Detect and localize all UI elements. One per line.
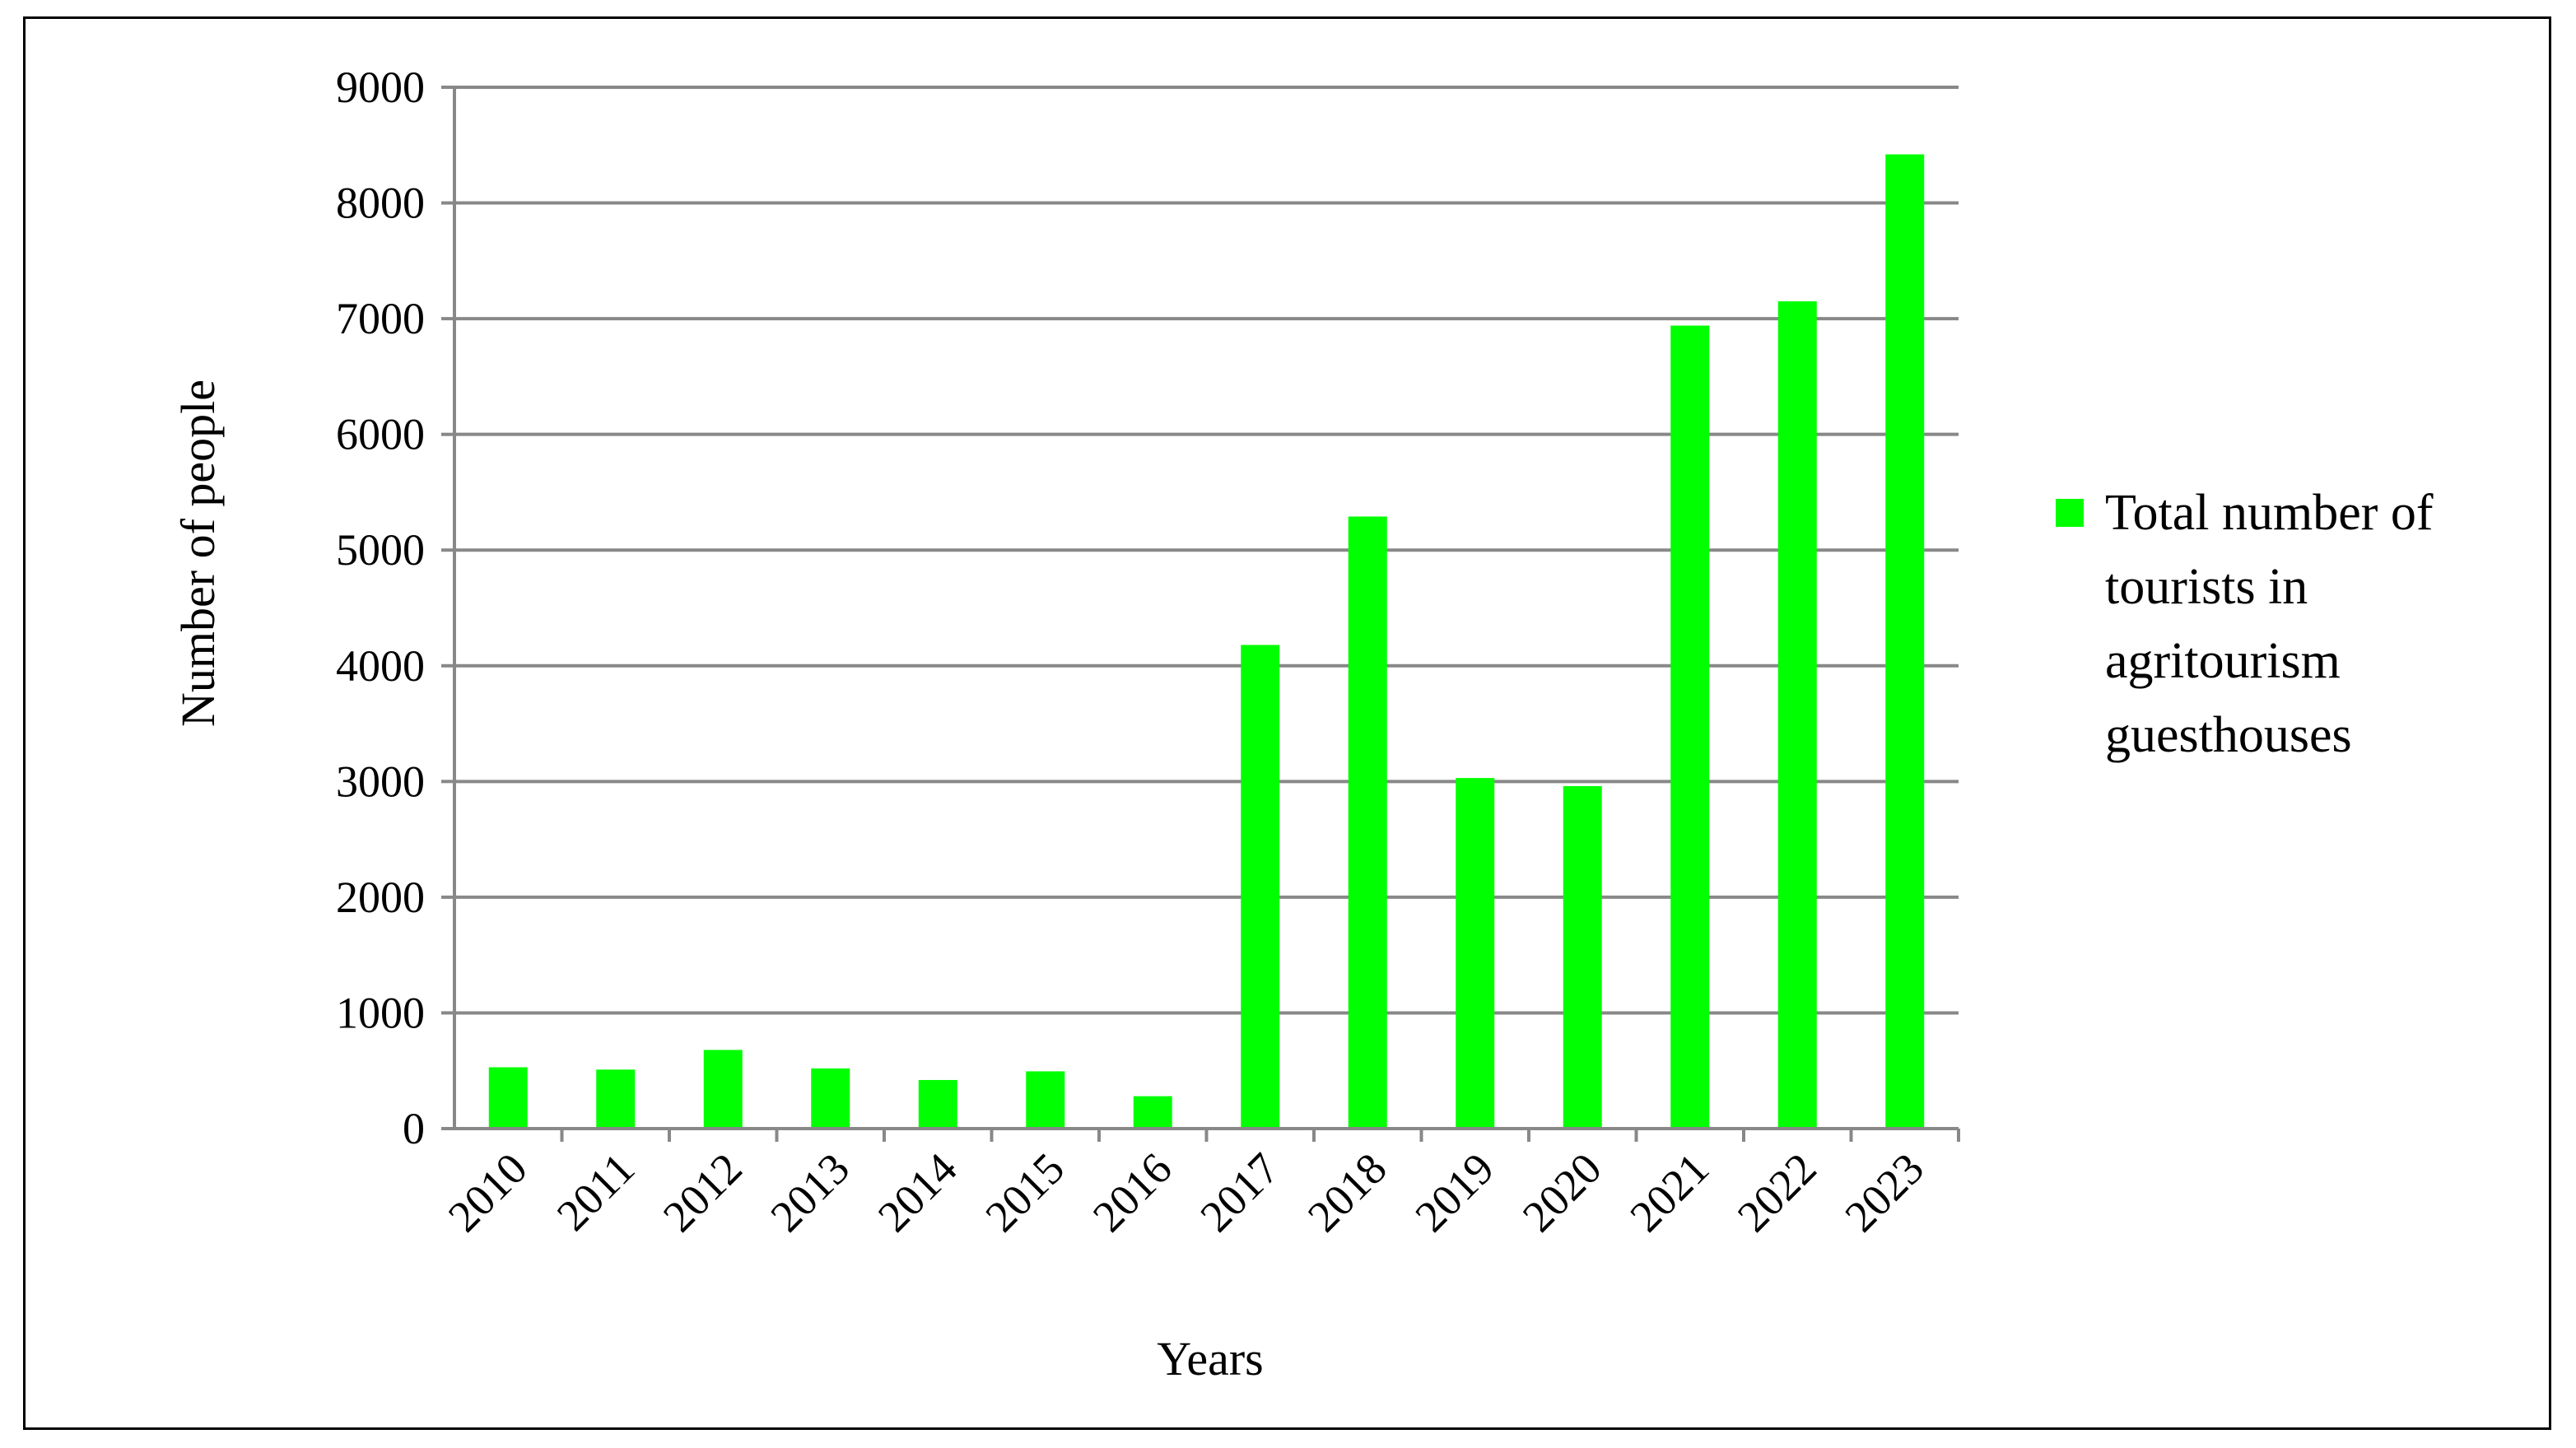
bar-2014 — [918, 1079, 957, 1129]
bar-2013 — [811, 1068, 850, 1129]
x-axis-title: Years — [1157, 1332, 1263, 1385]
y-tick-label: 8000 — [336, 179, 425, 228]
bar-2012 — [703, 1050, 743, 1129]
x-tick-label: 2014 — [869, 1143, 967, 1241]
y-tick-label: 4000 — [336, 641, 425, 691]
bar-2019 — [1456, 778, 1495, 1129]
y-tick-label: 7000 — [336, 294, 425, 343]
y-tick-label: 6000 — [336, 410, 425, 459]
bars — [488, 154, 1925, 1129]
x-tick-label: 2013 — [761, 1143, 859, 1241]
bar-2020 — [1563, 785, 1602, 1129]
x-tick-label: 2018 — [1298, 1143, 1396, 1241]
y-tick-label: 5000 — [336, 525, 425, 575]
x-tick-label: 2021 — [1620, 1143, 1718, 1241]
bar-2023 — [1885, 154, 1925, 1129]
y-tick-label: 9000 — [336, 63, 425, 112]
x-tick-label: 2017 — [1190, 1143, 1288, 1241]
gridlines — [454, 86, 1959, 1015]
x-tick-label: 2015 — [976, 1143, 1074, 1241]
x-tick-label: 2020 — [1513, 1143, 1611, 1241]
bar-2016 — [1133, 1096, 1172, 1129]
x-tick-label: 2016 — [1083, 1143, 1181, 1241]
x-tick-label: 2010 — [439, 1143, 537, 1241]
y-axis-ticks: 0 1000 2000 3000 4000 5000 6000 7000 8000 9000 — [336, 63, 454, 1153]
x-tick-label: 2019 — [1405, 1143, 1503, 1241]
y-tick-label: 2000 — [336, 873, 425, 922]
legend-label-line-1: Total number of — [2105, 485, 2434, 541]
legend-label-line-4: guesthouses — [2105, 707, 2352, 763]
x-axis-ticks: 2010 2011 2012 2013 2014 2015 2016 2017 2018 2019… — [439, 1129, 1960, 1241]
bar-2021 — [1670, 325, 1710, 1129]
bar-2022 — [1777, 301, 1817, 1129]
chart-frame — [23, 16, 2551, 1430]
legend-swatch — [2056, 499, 2084, 527]
y-tick-label: 0 — [403, 1104, 425, 1153]
y-tick-label: 1000 — [336, 988, 425, 1037]
x-tick-label: 2022 — [1728, 1143, 1826, 1241]
y-axis-title: Number of people — [171, 379, 225, 727]
bar-2011 — [596, 1069, 636, 1129]
bar-2017 — [1241, 645, 1280, 1129]
legend-label-line-3: agritourism — [2105, 633, 2341, 689]
x-tick-label: 2023 — [1835, 1143, 1933, 1241]
x-tick-label: 2011 — [547, 1143, 644, 1240]
x-tick-label: 2012 — [654, 1143, 752, 1241]
bar-2015 — [1026, 1071, 1065, 1129]
bar-2018 — [1348, 516, 1387, 1129]
legend-label-line-2: tourists in — [2105, 559, 2308, 615]
legend: Total number of tourists in agritourism … — [2056, 485, 2434, 763]
bar-2010 — [488, 1067, 528, 1129]
y-tick-label: 3000 — [336, 757, 425, 806]
